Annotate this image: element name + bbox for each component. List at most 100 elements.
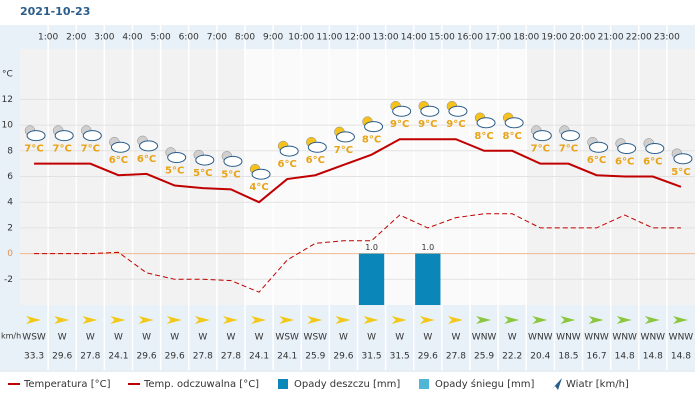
wind-arrow bbox=[82, 316, 98, 324]
wind-arrow bbox=[504, 316, 520, 324]
wind-speed: 27.8 bbox=[193, 352, 213, 362]
time-label: 17:00 bbox=[485, 33, 511, 43]
temp-label: 6°C bbox=[109, 155, 128, 166]
wind-direction: WSW bbox=[275, 333, 299, 343]
temp-label: 6°C bbox=[643, 157, 662, 168]
wind-speed: 14.8 bbox=[671, 352, 691, 362]
weather-icon-cloud bbox=[589, 141, 609, 153]
temp-label: 6°C bbox=[615, 157, 634, 168]
wind-direction: W bbox=[58, 333, 67, 343]
weather-icon-cloud bbox=[448, 105, 468, 117]
wind-speed: 29.6 bbox=[52, 352, 72, 362]
temp-label: 7°C bbox=[24, 144, 43, 155]
time-label: 9:00 bbox=[263, 33, 283, 43]
y-tick-label: 12 bbox=[2, 95, 13, 105]
wind-direction: WNW bbox=[472, 333, 497, 343]
wind-direction: W bbox=[226, 333, 235, 343]
y-axis-label: °C bbox=[2, 70, 13, 80]
wind-arrow bbox=[54, 316, 70, 324]
weather-icon-cloud bbox=[335, 131, 355, 143]
wind-arrow bbox=[222, 316, 238, 324]
y-tick-label: 4 bbox=[7, 198, 13, 208]
wind-speed: 33.3 bbox=[24, 352, 44, 362]
wind-direction: W bbox=[339, 333, 348, 343]
wind-speed: 16.7 bbox=[587, 352, 607, 362]
wind-direction: WSW bbox=[22, 333, 46, 343]
wind-speed: 18.5 bbox=[558, 352, 578, 362]
time-label: 21:00 bbox=[598, 33, 624, 43]
wind-arrow bbox=[166, 316, 182, 324]
wind-arrow bbox=[279, 316, 295, 324]
time-label: 7:00 bbox=[207, 33, 227, 43]
wind-speed: 31.5 bbox=[362, 352, 382, 362]
y-tick-label: 8 bbox=[7, 146, 13, 156]
temp-label: 7°C bbox=[531, 144, 550, 155]
time-label: 11:00 bbox=[316, 33, 342, 43]
wind-arrow bbox=[560, 316, 576, 324]
legend-label: Opady deszczu [mm] bbox=[294, 379, 400, 390]
wind-direction: W bbox=[395, 333, 404, 343]
temp-label: 4°C bbox=[249, 182, 268, 193]
time-label: 5:00 bbox=[151, 33, 171, 43]
time-label: 4:00 bbox=[122, 33, 142, 43]
wind-speed: 24.1 bbox=[108, 352, 128, 362]
legend-label: Temperatura [°C] bbox=[23, 379, 111, 390]
weather-icon-cloud bbox=[26, 130, 46, 142]
wind-direction: WSW bbox=[304, 333, 328, 343]
wind-axis-label: km/h bbox=[1, 332, 21, 341]
wind-speed: 27.8 bbox=[221, 352, 241, 362]
wind-arrow bbox=[26, 316, 42, 324]
temp-label: 6°C bbox=[137, 154, 156, 165]
weather-icon-cloud bbox=[82, 130, 102, 142]
date-title: 2021-10-23 bbox=[20, 5, 90, 18]
wind-direction: W bbox=[255, 333, 264, 343]
temp-label: 5°C bbox=[193, 168, 212, 179]
time-label: 23:00 bbox=[654, 33, 680, 43]
wind-speed: 31.5 bbox=[390, 352, 410, 362]
time-label: 19:00 bbox=[541, 33, 567, 43]
temperature-line bbox=[34, 138, 682, 204]
wind-arrow bbox=[616, 316, 632, 324]
wind-direction: WNW bbox=[528, 333, 553, 343]
weather-icon-cloud bbox=[364, 121, 384, 133]
temp-label: 8°C bbox=[503, 131, 522, 142]
weather-icon-cloud bbox=[392, 105, 412, 117]
wind-arrow bbox=[110, 316, 126, 324]
precip-label: 1.0 bbox=[421, 243, 434, 252]
wind-direction: W bbox=[508, 333, 517, 343]
y-tick-label: -2 bbox=[4, 275, 13, 285]
time-label: 2:00 bbox=[66, 33, 86, 43]
wind-speed: 29.6 bbox=[418, 352, 438, 362]
wind-arrow bbox=[644, 316, 660, 324]
wind-speed: 29.6 bbox=[137, 352, 157, 362]
time-label: 3:00 bbox=[94, 33, 114, 43]
wind-arrow bbox=[307, 316, 323, 324]
wind-direction: WNW bbox=[641, 333, 666, 343]
weather-icon-cloud bbox=[307, 141, 327, 153]
temp-label: 5°C bbox=[671, 167, 690, 178]
wind-speed: 27.8 bbox=[80, 352, 100, 362]
weather-icon-cloud bbox=[532, 130, 552, 142]
wind-direction: W bbox=[367, 333, 376, 343]
time-label: 20:00 bbox=[570, 33, 596, 43]
wind-arrow bbox=[672, 316, 688, 324]
wind-speed: 24.1 bbox=[277, 352, 297, 362]
wind-arrow bbox=[447, 316, 463, 324]
time-label: 8:00 bbox=[235, 33, 255, 43]
weather-icon-cloud bbox=[223, 155, 243, 167]
y-tick-label: 10 bbox=[2, 121, 14, 131]
temp-label: 7°C bbox=[559, 144, 578, 155]
weather-icon-cloud bbox=[110, 141, 130, 153]
temp-label: 6°C bbox=[306, 155, 325, 166]
feels-like-line bbox=[34, 213, 681, 293]
weather-icon-cloud bbox=[195, 154, 215, 166]
time-label: 1:00 bbox=[38, 33, 58, 43]
wind-speed: 24.1 bbox=[249, 352, 269, 362]
weather-icon-cloud bbox=[420, 105, 440, 117]
wind-direction: WNW bbox=[612, 333, 637, 343]
axis-panel bbox=[0, 25, 20, 370]
temp-label: 7°C bbox=[53, 144, 72, 155]
weather-icon-cloud bbox=[251, 168, 271, 180]
wind-direction: WNW bbox=[669, 333, 694, 343]
time-label: 13:00 bbox=[373, 33, 399, 43]
